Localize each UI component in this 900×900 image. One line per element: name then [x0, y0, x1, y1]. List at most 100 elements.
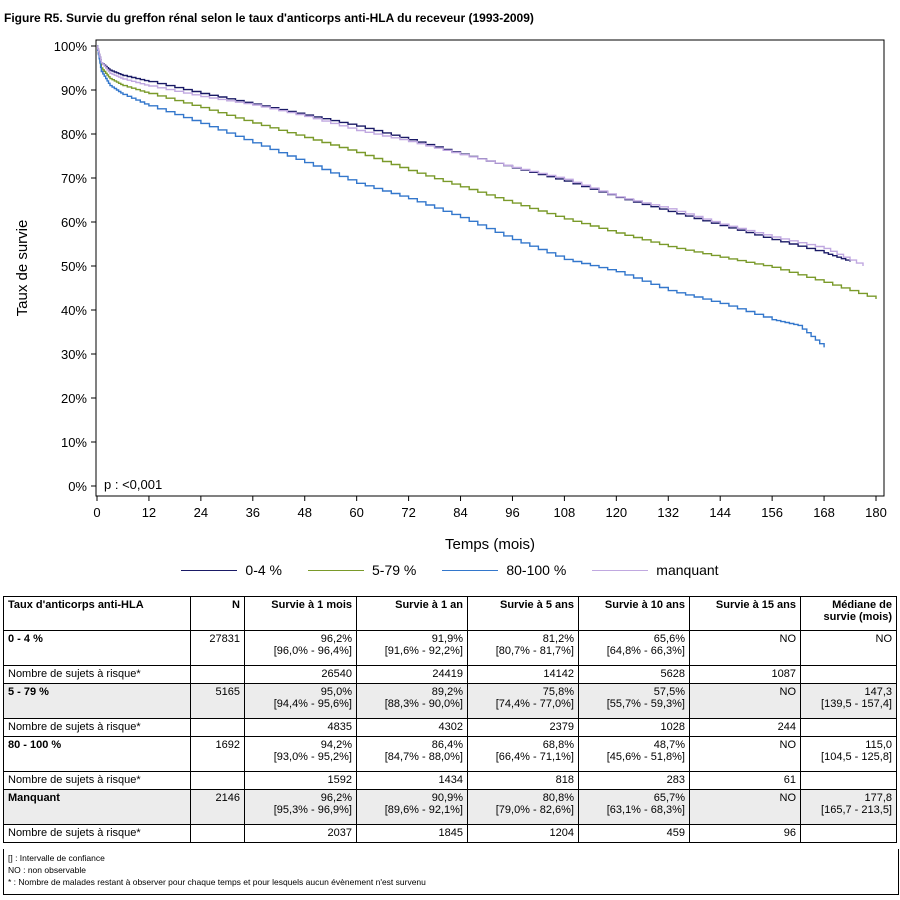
at-risk-empty: [190, 718, 245, 737]
at-risk-count: 4835: [244, 718, 357, 737]
survival-cell: 91,9% [91,6% - 92,2%]: [356, 630, 468, 666]
confidence-interval: [96,0% - 96,4%]: [273, 645, 352, 657]
x-tick-label: 120: [605, 505, 627, 520]
survival-cell: 68,8% [66,4% - 71,1%]: [467, 736, 579, 772]
legend-label: 80-100 %: [506, 562, 567, 578]
survival-cell: 95,0% [94,4% - 95,6%]: [244, 683, 357, 719]
survival-cell: 81,2% [80,7% - 81,7%]: [467, 630, 579, 666]
at-risk-count: 24419: [356, 665, 468, 684]
confidence-interval: [89,6% - 92,1%]: [384, 804, 463, 816]
confidence-interval: [95,3% - 96,9%]: [273, 804, 352, 816]
y-tick-label: 70%: [61, 171, 87, 186]
confidence-interval: [55,7% - 59,3%]: [606, 698, 685, 710]
header-1-month: Survie à 1 mois: [244, 596, 357, 631]
survival-cell: 90,9% [89,6% - 92,1%]: [356, 789, 468, 825]
at-risk-count: 2379: [467, 718, 579, 737]
survival-table: Taux d'anticorps anti-HLA N Survie à 1 m…: [3, 596, 897, 843]
at-risk-row: Nombre de sujets à risque* 2037 1845 1204 45…: [3, 824, 897, 843]
survival-cell: 80,8% [79,0% - 82,6%]: [467, 789, 579, 825]
y-tick-label: 0%: [68, 479, 87, 494]
confidence-interval: [91,6% - 92,2%]: [384, 645, 463, 657]
p-value-annotation: p : <0,001: [104, 477, 162, 492]
confidence-interval: [104,5 - 125,8]: [821, 751, 892, 763]
group-label: 5 - 79 %: [3, 683, 191, 719]
plot-frame: [95, 39, 885, 497]
survival-cell: NO: [800, 630, 897, 666]
group-n: 5165: [190, 683, 245, 719]
survival-value: 48,7%: [653, 739, 685, 751]
at-risk-empty: [190, 771, 245, 790]
y-tick-label: 60%: [61, 215, 87, 230]
x-tick-label: 48: [297, 505, 311, 520]
group-n: 27831: [190, 630, 245, 666]
y-tick-label: 80%: [61, 127, 87, 142]
group-n: 1692: [190, 736, 245, 772]
survival-cell: 86,4% [84,7% - 88,0%]: [356, 736, 468, 772]
header-median: Médiane de survie (mois): [800, 596, 897, 631]
confidence-interval: [88,3% - 90,0%]: [384, 698, 463, 710]
legend-label: 0-4 %: [245, 562, 282, 578]
survival-value: 177,8: [864, 792, 892, 804]
confidence-interval: [84,7% - 88,0%]: [384, 751, 463, 763]
table-group-row: 5 - 79 % 5165 95,0% [94,4% - 95,6%] 89,2% [88…: [3, 683, 897, 719]
header-10-years: Survie à 10 ans: [578, 596, 690, 631]
at-risk-row: Nombre de sujets à risque* 1592 1434 818 283…: [3, 771, 897, 790]
legend-item: 0-4 %: [181, 562, 282, 578]
at-risk-count: [800, 665, 897, 684]
x-tick-label: 144: [709, 505, 731, 520]
legend-item: 5-79 %: [308, 562, 416, 578]
at-risk-label: Nombre de sujets à risque*: [3, 718, 191, 737]
at-risk-empty: [190, 824, 245, 843]
series-line-1: [97, 45, 877, 299]
y-tick-label: 90%: [61, 83, 87, 98]
x-tick-label: 0: [93, 505, 100, 520]
table-group-row: 80 - 100 % 1692 94,2% [93,0% - 95,2%] 86,4%[…: [3, 736, 897, 772]
survival-value: NO: [779, 792, 797, 804]
x-tick-label: 156: [761, 505, 783, 520]
group-label: 80 - 100 %: [3, 736, 191, 772]
table-group-row: 0 - 4 % 27831 96,2% [96,0% - 96,4%] 91,9% [91…: [3, 630, 897, 666]
table-group-row: Manquant 2146 96,2% [95,3% - 96,9%] 90,9% [89…: [3, 789, 897, 825]
survival-cell: 65,6% [64,8% - 66,3%]: [578, 630, 690, 666]
x-tick-label: 36: [246, 505, 260, 520]
at-risk-count: 26540: [244, 665, 357, 684]
figure-title: Figure R5. Survie du greffon rénal selon…: [4, 11, 534, 25]
at-risk-count: [800, 771, 897, 790]
confidence-interval: [45,6% - 51,8%]: [606, 751, 685, 763]
at-risk-count: 244: [689, 718, 801, 737]
survival-value: 90,9%: [431, 792, 463, 804]
footnote-at-risk: * : Nombre de malades restant à observer…: [8, 877, 426, 887]
y-axis: 0% 10% 20% 30% 40% 50% 60% 70% 80% 90% 100%: [54, 39, 96, 494]
y-tick-label: 100%: [54, 39, 88, 54]
x-tick-label: 180: [865, 505, 887, 520]
header-group: Taux d'anticorps anti-HLA: [3, 596, 191, 631]
survival-value: 68,8%: [542, 739, 574, 751]
at-risk-count: 5628: [578, 665, 690, 684]
survival-value: NO: [779, 633, 797, 645]
series-line-2: [97, 45, 825, 348]
series-line-3: [97, 45, 864, 266]
legend-item: manquant: [592, 562, 719, 578]
at-risk-count: 14142: [467, 665, 579, 684]
survival-value: 91,9%: [431, 633, 463, 645]
at-risk-count: 1592: [244, 771, 357, 790]
survival-value: 89,2%: [431, 686, 463, 698]
x-tick-label: 168: [813, 505, 835, 520]
series-lines: [97, 45, 877, 348]
at-risk-count: 1087: [689, 665, 801, 684]
x-tick-label: 108: [554, 505, 576, 520]
x-tick-label: 24: [194, 505, 208, 520]
at-risk-count: 61: [689, 771, 801, 790]
survival-value: 57,5%: [653, 686, 685, 698]
confidence-interval: [66,4% - 71,1%]: [495, 751, 574, 763]
group-label: 0 - 4 %: [3, 630, 191, 666]
x-tick-label: 132: [657, 505, 679, 520]
survival-value: 96,2%: [320, 633, 352, 645]
at-risk-count: 1204: [467, 824, 579, 843]
x-axis: 0 12 24 36 48 60 72 84 96 108 120 132 144 156 168 180: [93, 496, 887, 520]
survival-cell: NO: [689, 683, 801, 719]
x-tick-label: 96: [505, 505, 519, 520]
footnote-ci: [] : Intervalle de confiance: [8, 853, 105, 863]
y-tick-label: 20%: [61, 391, 87, 406]
confidence-interval: [94,4% - 95,6%]: [273, 698, 352, 710]
